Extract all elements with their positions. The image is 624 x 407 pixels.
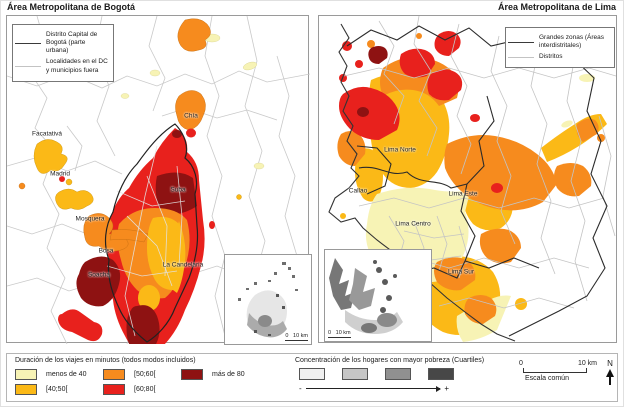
bottom-legend: Duración de los viajes en minutos (todos… xyxy=(6,353,618,402)
duration-item: [50;60[ xyxy=(103,369,181,380)
scale-block: 0 10 km Escala común N xyxy=(515,359,617,385)
quartile-2-swatch xyxy=(342,368,368,380)
duration-legend-title: Duración de los viajes en minutos (todos… xyxy=(15,357,196,364)
lima-inset-scale: 0 10 km xyxy=(328,330,351,338)
lima-map: Grandes zonas (Áreas interdistritales) D… xyxy=(318,15,617,343)
quartile-swatches xyxy=(299,368,505,380)
label-suba: Suba xyxy=(170,186,186,194)
dark-line-sample xyxy=(15,42,41,44)
quartile-1-swatch xyxy=(299,368,325,380)
swatch-60-80 xyxy=(103,384,125,395)
bogota-legend: Distrito Capital de Bogotá (parte urbana… xyxy=(12,24,114,82)
lima-poverty-inset: 0 10 km xyxy=(324,249,432,342)
poverty-legend: Concentración de los hogares con mayor p… xyxy=(295,357,505,393)
duration-legend: Duración de los viajes en minutos (todos… xyxy=(15,357,287,397)
bogota-map: Distrito Capital de Bogotá (parte urbana… xyxy=(6,15,312,345)
duration-item: [60;80[ xyxy=(103,384,181,395)
label-lima-norte: Lima Norte xyxy=(384,146,416,154)
legend-row-zonas: Grandes zonas (Áreas interdistritales) xyxy=(508,34,610,50)
quartile-gradient-arrow: - + xyxy=(299,384,449,393)
label-bosa: Bosa xyxy=(98,247,114,255)
legend-row-localidades: Localidades en el DC y municipios fuera xyxy=(15,58,109,74)
gradient-arrow-line xyxy=(305,385,441,392)
legend-localidades-label: Localidades en el DC y municipios fuera xyxy=(46,58,108,74)
label-soacha: Soacha xyxy=(87,271,111,279)
north-arrow-stem xyxy=(609,377,611,385)
lima-legend: Grandes zonas (Áreas interdistritales) D… xyxy=(505,27,615,69)
light-line-sample xyxy=(508,56,534,58)
duration-item: más de 80 xyxy=(181,369,273,380)
duration-item: [40;50[ xyxy=(15,384,103,395)
minus-sign: - xyxy=(299,384,302,393)
legend-distritos-label: Distritos xyxy=(539,53,563,61)
label-chia: Chía xyxy=(184,112,198,120)
legend-row-distritos: Distritos xyxy=(508,53,610,61)
bogota-inset-scale: 0 10 km xyxy=(285,333,308,341)
label-madrid: Madrid xyxy=(50,170,70,178)
lima-inset-canvas xyxy=(329,258,403,334)
quartile-3-swatch xyxy=(385,368,411,380)
label-lima-este: Lima Este xyxy=(448,190,478,198)
dark-line-sample xyxy=(508,41,534,43)
swatch-40-50 xyxy=(15,384,37,395)
bogota-poverty-inset: 0 10 km xyxy=(224,254,312,345)
swatch-gt80 xyxy=(181,369,203,380)
label-callao: Callao xyxy=(348,187,368,195)
light-line-sample xyxy=(15,66,41,67)
label-candelaria: La Candelaria xyxy=(162,261,204,269)
quartile-4-swatch xyxy=(428,368,454,380)
duration-item: menos de 40 xyxy=(15,369,103,380)
label-lima-sur: Lima Sur xyxy=(447,268,475,276)
label-lima-centro: Lima Centro xyxy=(395,220,431,228)
lima-map-canvas xyxy=(328,16,616,342)
swatch-lt40 xyxy=(15,369,37,380)
label-facatativa: Facatativá xyxy=(32,130,62,138)
bogota-inset-canvas xyxy=(238,262,298,338)
north-indicator: N xyxy=(603,359,617,385)
duration-legend-grid: menos de 40 [50;60[ más de 80 [40;50[ [6… xyxy=(15,367,287,397)
bogota-title: Área Metropolitana de Bogotá xyxy=(7,2,136,12)
scale-bar xyxy=(523,368,587,373)
plus-sign: + xyxy=(444,384,449,393)
legend-zonas-label: Grandes zonas (Áreas interdistritales) xyxy=(539,34,605,50)
lima-title: Área Metropolitana de Lima xyxy=(497,2,616,12)
legend-row-capital: Distrito Capital de Bogotá (parte urbana… xyxy=(15,31,109,55)
scale-zero: 0 xyxy=(519,360,523,367)
north-label: N xyxy=(607,359,613,368)
poverty-legend-title: Concentración de los hogares con mayor p… xyxy=(295,357,485,364)
bogota-map-canvas xyxy=(7,16,310,344)
label-mosquera: Mosquera xyxy=(75,215,105,223)
swatch-50-60 xyxy=(103,369,125,380)
scale-numbers: 0 10 km xyxy=(519,360,597,367)
legend-capital-label: Distrito Capital de Bogotá (parte urbana… xyxy=(46,31,98,55)
north-arrow-icon xyxy=(606,369,614,377)
scale-caption: Escala común xyxy=(525,375,569,382)
scale-distance: 10 km xyxy=(577,360,597,367)
